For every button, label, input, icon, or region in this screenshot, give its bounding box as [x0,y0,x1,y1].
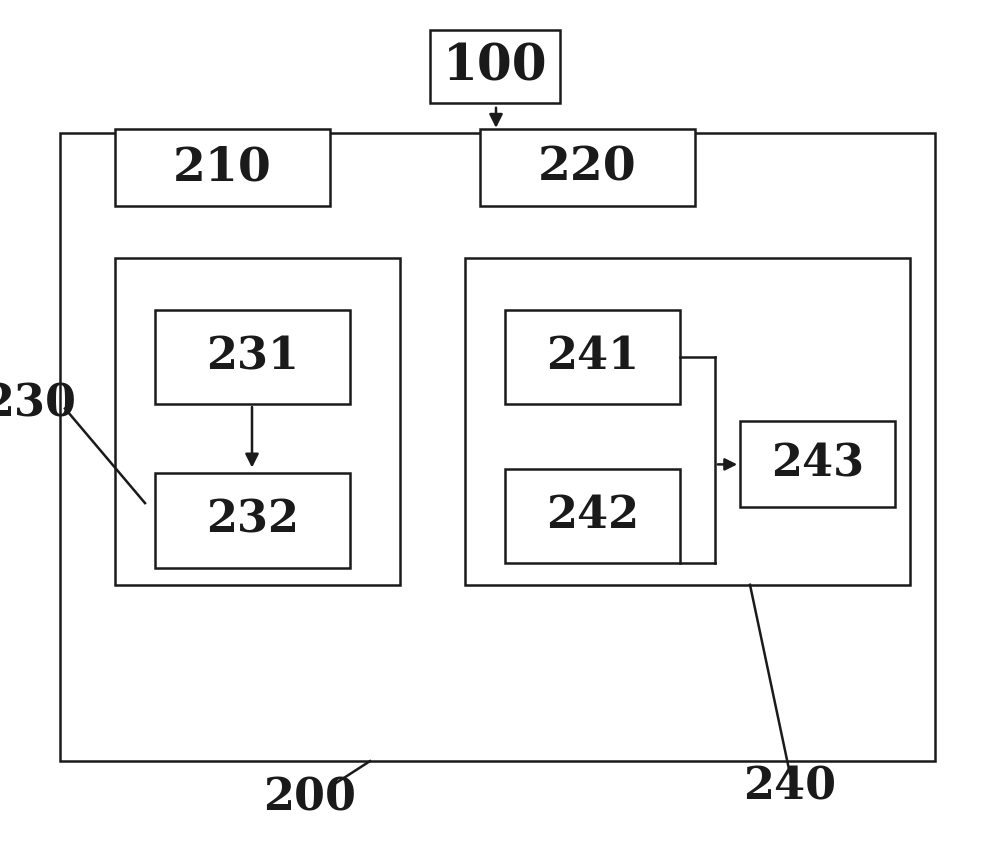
Bar [60,133,935,761]
Text: 200: 200 [264,777,356,820]
Bar [115,129,330,206]
Bar [430,30,560,103]
Text: 242: 242 [546,494,639,538]
Text: 240: 240 [743,765,837,808]
Bar [505,310,680,404]
Bar [480,129,695,206]
Text: 231: 231 [206,335,299,378]
Text: 230: 230 [0,383,76,426]
Text: 210: 210 [173,144,272,191]
Text: 220: 220 [538,144,637,191]
Bar [155,310,350,404]
Bar [465,258,910,585]
Bar [155,473,350,568]
Text: 241: 241 [546,335,639,378]
Bar [115,258,400,585]
Text: 100: 100 [443,42,547,91]
Bar [740,421,895,507]
Bar [505,469,680,563]
Text: 243: 243 [771,443,864,486]
Text: 232: 232 [206,499,299,542]
